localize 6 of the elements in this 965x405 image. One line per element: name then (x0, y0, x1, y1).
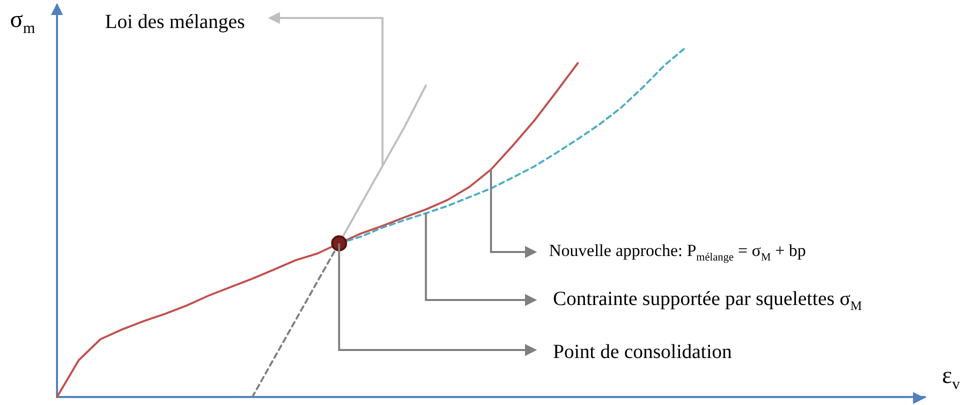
text: Loi des mélanges (105, 11, 245, 33)
annotation: Contrainte supportée par squelettes σ$_{M}$ (553, 288, 862, 312)
y-axis-title: σ$_{m}$ (10, 7, 36, 37)
annotation: Nouvelle approche: P$_{mélange}$ = σ$_{M}$ + bp (549, 240, 806, 263)
annotation: Point de consolidation (553, 341, 732, 363)
x-axis-title: ε$_{v}$ (942, 363, 960, 393)
